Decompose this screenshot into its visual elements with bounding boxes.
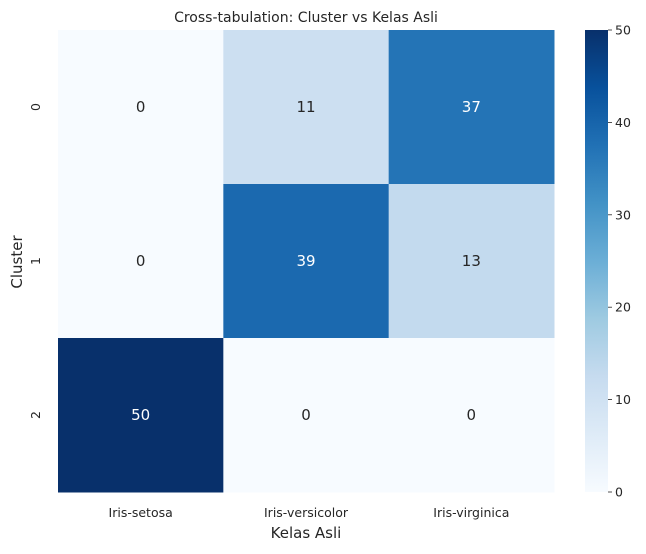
cell-value-r1-c0: 0 (136, 252, 146, 270)
heatmap-cell-r0-c0 (58, 30, 224, 185)
heatmap-cell-r0-c2 (388, 30, 555, 185)
heatmap-cell-r2-c0 (58, 338, 224, 493)
heatmap-cell-labels: 0 11 37 0 39 13 50 0 0 (131, 98, 481, 424)
cell-value-r1-c2: 13 (462, 252, 481, 270)
colorbar-tick-label: 20 (615, 300, 631, 315)
y-axis-label: Cluster (8, 235, 26, 289)
x-axis-label: Kelas Asli (271, 524, 342, 542)
heatmap-cells (58, 30, 555, 493)
chart-title: Cross-tabulation: Cluster vs Kelas Asli (174, 10, 438, 26)
heatmap-cell-r1-c0 (58, 184, 224, 339)
y-tick-label: 0 (28, 103, 43, 111)
heatmap-cell-r1-c1 (223, 184, 390, 339)
y-axis-ticks: 0 1 2 (28, 103, 43, 419)
colorbar-tick-label: 10 (615, 392, 631, 407)
cell-value-r0-c0: 0 (136, 98, 146, 116)
colorbar-tick-label: 50 (615, 23, 631, 38)
heatmap-cell-r1-c2 (388, 184, 555, 339)
heatmap-cell-r0-c1 (223, 30, 390, 185)
y-tick-label: 1 (28, 257, 43, 265)
cell-value-r0-c2: 37 (462, 98, 481, 116)
colorbar: 0 10 20 30 40 50 (585, 23, 631, 500)
heatmap-cell-r2-c2 (388, 338, 555, 493)
colorbar-tick-label: 0 (615, 485, 623, 500)
colorbar-gradient (585, 30, 608, 492)
cell-value-r0-c1: 11 (296, 98, 315, 116)
heatmap-cell-r2-c1 (223, 338, 390, 493)
x-axis-ticks: Iris-setosa Iris-versicolor Iris-virginica (109, 505, 510, 520)
cell-value-r2-c2: 0 (467, 406, 477, 424)
cell-value-r1-c1: 39 (296, 252, 315, 270)
cell-value-r2-c1: 0 (301, 406, 311, 424)
x-tick-label: Iris-versicolor (264, 505, 349, 520)
y-tick-label: 2 (28, 411, 43, 419)
colorbar-tick-label: 40 (615, 115, 631, 130)
cell-value-r2-c0: 50 (131, 406, 150, 424)
x-tick-label: Iris-setosa (109, 505, 173, 520)
colorbar-tick-label: 30 (615, 207, 631, 222)
x-tick-label: Iris-virginica (433, 505, 509, 520)
